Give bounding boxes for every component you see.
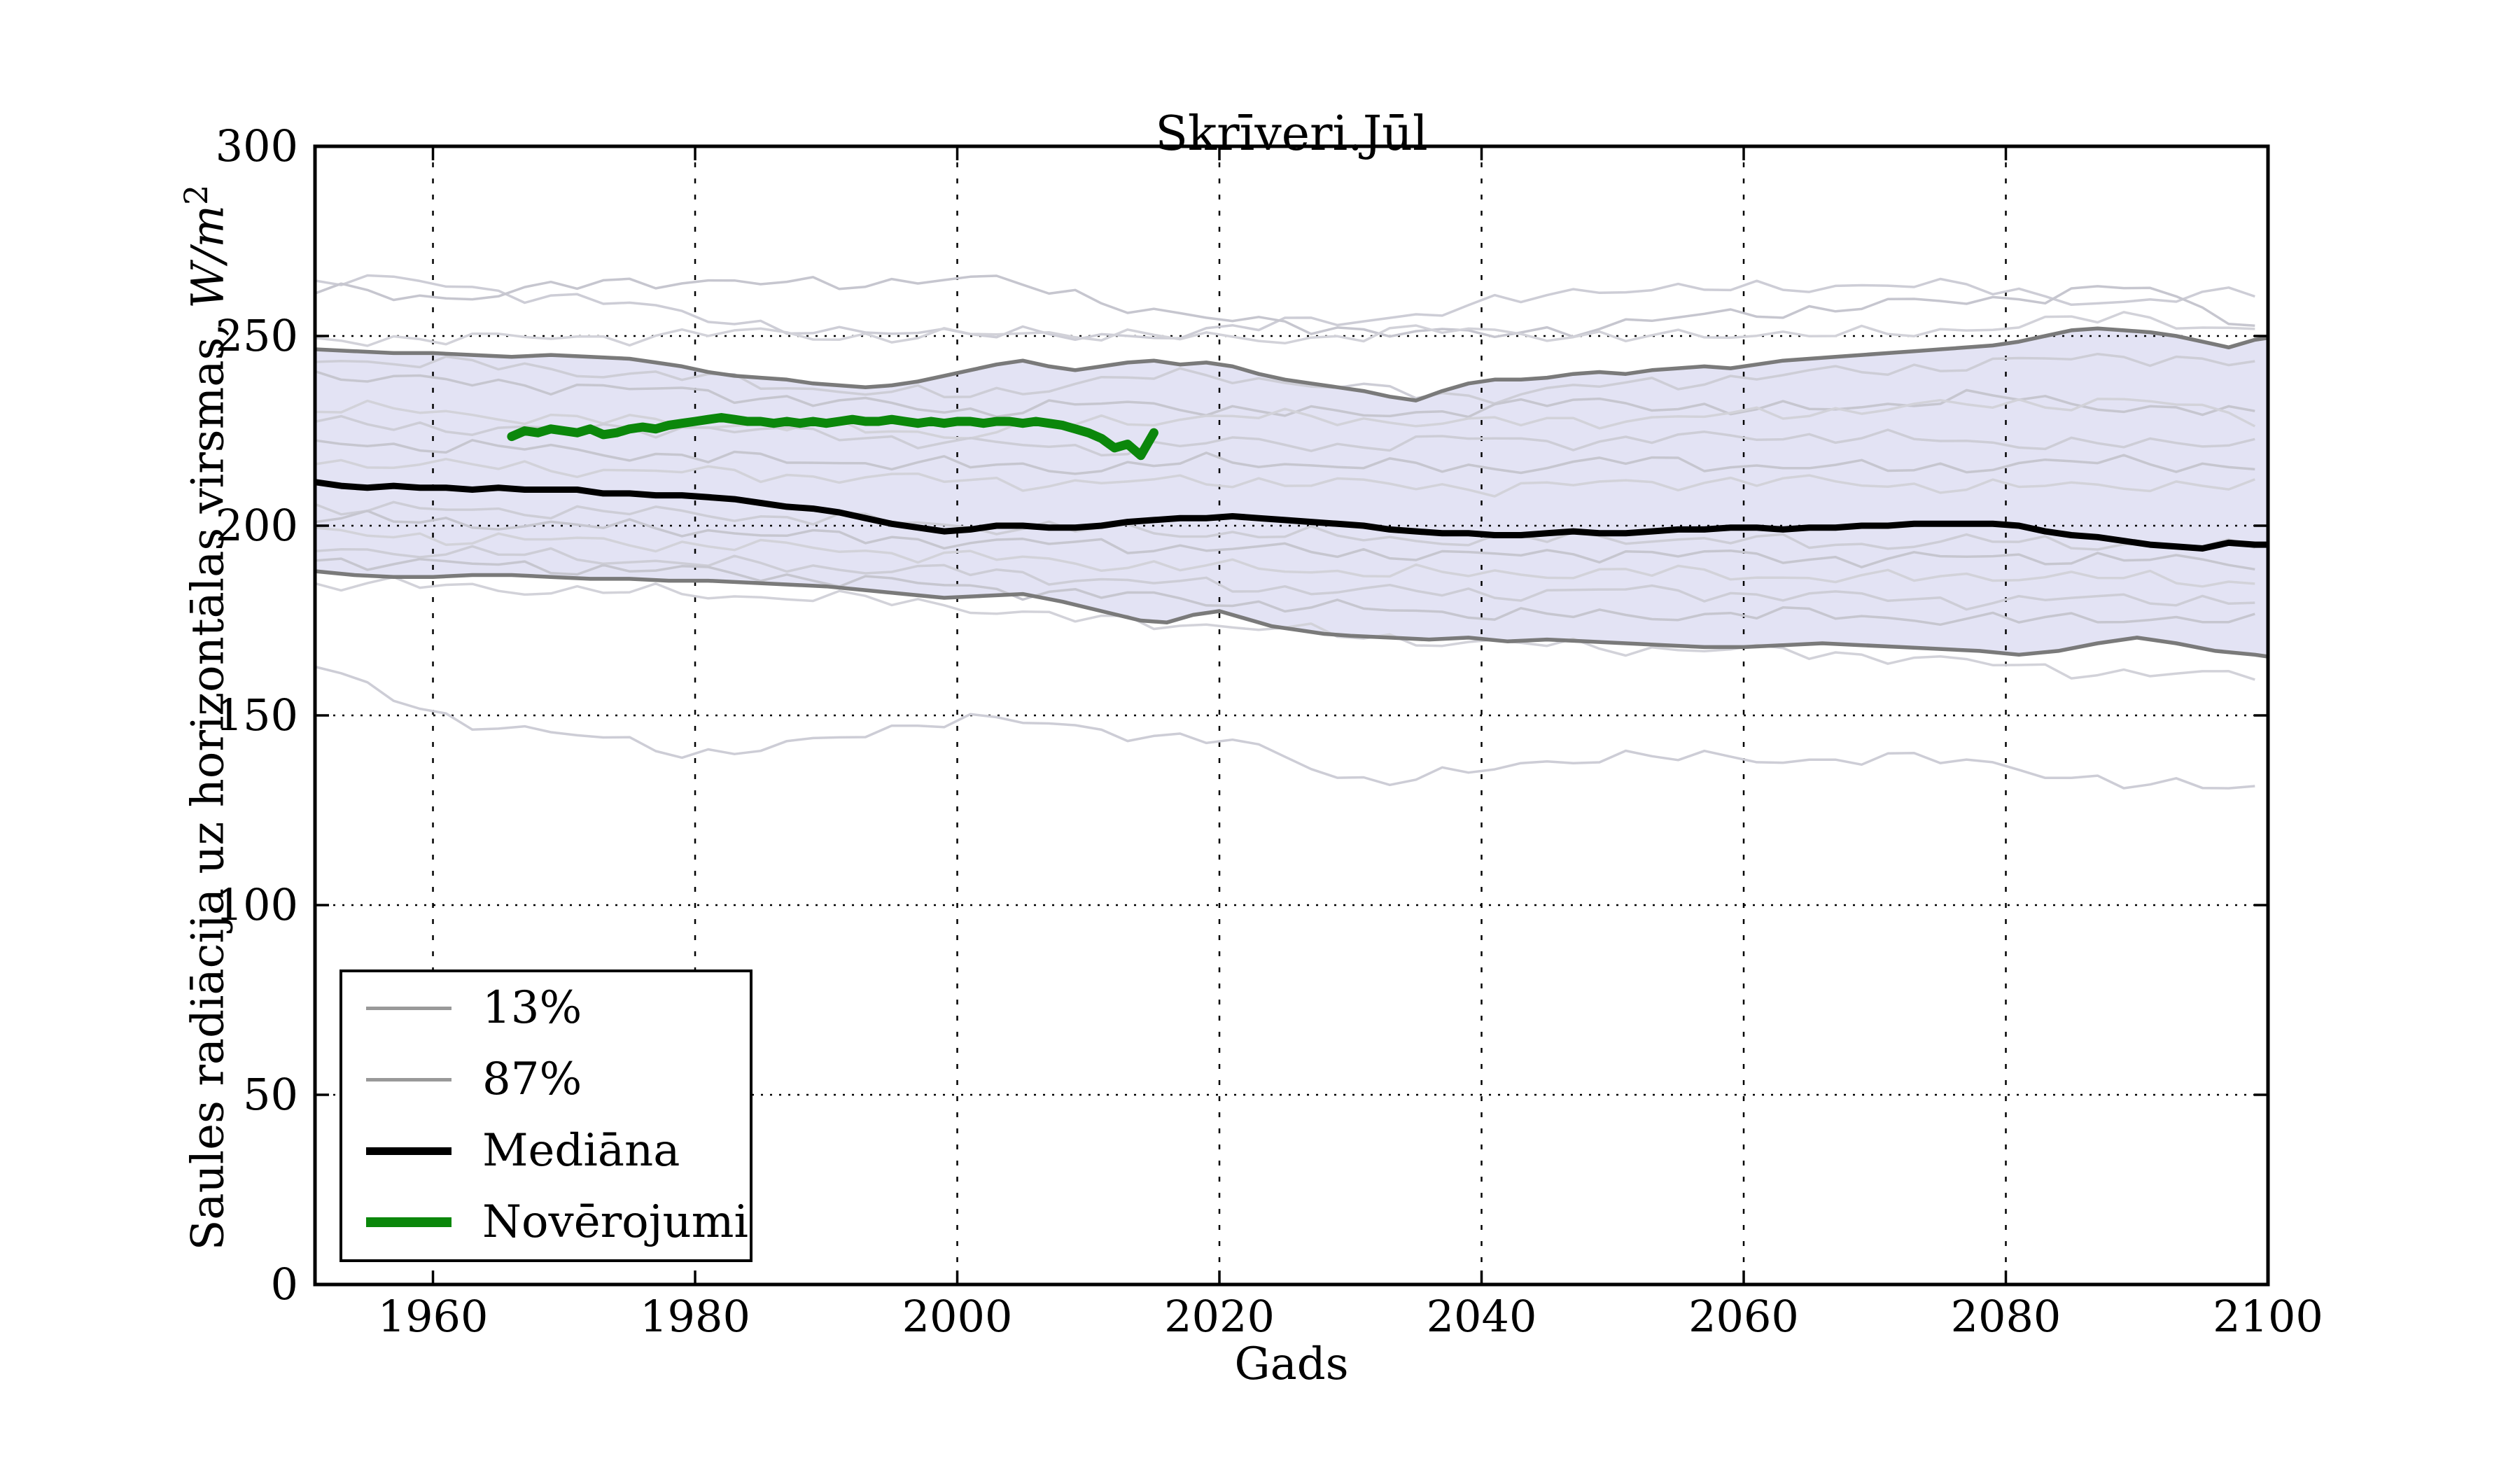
- ensemble-run-line: [314, 311, 2255, 347]
- legend-item-observations: Novērojumi: [342, 1186, 750, 1258]
- y-axis-label-exponent: 2: [177, 184, 215, 205]
- y-tick-label: 200: [216, 500, 298, 551]
- ensemble-run-line: [314, 274, 2255, 339]
- median-line: [314, 479, 2268, 552]
- ensemble-run-line: [314, 665, 2255, 790]
- x-tick-label: 2040: [1427, 1291, 1537, 1342]
- x-tick-label: 2020: [1164, 1291, 1275, 1342]
- x-tick-label: 2080: [1951, 1291, 2062, 1342]
- legend-line-sample-13pct: [366, 1006, 451, 1010]
- chart-title: Skrīveri.Jūl: [1155, 106, 1428, 162]
- ensemble-run-line: [314, 557, 2255, 626]
- ensemble-run-line: [314, 352, 2255, 405]
- x-axis-label: Gads: [1234, 1338, 1349, 1390]
- y-axis-label-text: Saules radiācija uz horizontālas virsmas…: [182, 308, 234, 1251]
- y-tick-label: 50: [243, 1069, 298, 1120]
- y-axis-label: Saules radiācija uz horizontālas virsmas…: [177, 0, 234, 1452]
- legend-box: 13% 87% Mediāna Novērojumi: [340, 969, 752, 1262]
- ensemble-run-line: [314, 526, 2255, 588]
- legend-line-sample-observations: [366, 1217, 451, 1227]
- legend-item-13pct: 13%: [342, 972, 750, 1044]
- legend-label-observations: Novērojumi: [482, 1196, 748, 1248]
- ensemble-run-line: [314, 458, 2255, 498]
- legend-line-sample-87pct: [366, 1077, 451, 1082]
- ensemble-run-line: [314, 500, 2255, 551]
- y-tick-label: 0: [271, 1259, 298, 1310]
- y-tick-label: 150: [216, 690, 298, 741]
- x-tick-label: 2100: [2213, 1291, 2323, 1342]
- percentile-band: [315, 328, 2268, 657]
- ensemble-run-line: [314, 439, 2255, 475]
- observations-line: [507, 413, 1158, 461]
- legend-item-87pct: 87%: [342, 1044, 750, 1115]
- ensemble-run-line: [314, 509, 2255, 571]
- percentile-13-line: [314, 569, 2269, 659]
- x-tick-label: 1960: [378, 1291, 489, 1342]
- ensemble-run-line: [314, 274, 2255, 342]
- legend-label-13pct: 13%: [482, 982, 582, 1034]
- y-tick-label: 250: [216, 310, 298, 361]
- x-tick-label: 1980: [640, 1291, 750, 1342]
- y-axis-label-math: W/m: [182, 204, 234, 309]
- y-tick-label: 300: [216, 120, 298, 172]
- ensemble-run-line: [314, 370, 2255, 419]
- x-tick-label: 2000: [902, 1291, 1013, 1342]
- legend-item-median: Mediāna: [342, 1115, 750, 1186]
- legend-label-median: Mediāna: [482, 1125, 680, 1177]
- ensemble-run-line: [314, 545, 2255, 611]
- legend-label-87pct: 87%: [482, 1054, 582, 1105]
- ensemble-run-line: [314, 398, 2256, 440]
- percentile-87-line: [314, 326, 2269, 402]
- x-tick-label: 2060: [1688, 1291, 1799, 1342]
- y-tick-label: 100: [216, 879, 298, 930]
- legend-line-sample-median: [366, 1147, 451, 1155]
